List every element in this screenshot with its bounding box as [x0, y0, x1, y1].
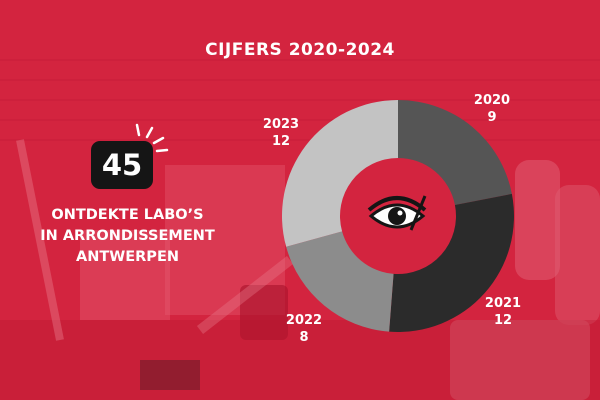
chart-title: CIJFERS 2020-2024 [205, 40, 395, 60]
label-2020: 2020 9 [467, 92, 517, 126]
label-2020-year: 2020 [473, 93, 511, 108]
caption-line-1: ONTDEKTE LABO’S [51, 207, 204, 223]
slice-2020 [398, 100, 512, 205]
label-2023-year: 2023 [262, 117, 300, 132]
eye-icon [367, 195, 427, 231]
label-2021: 2021 12 [478, 295, 528, 329]
stat-caption: ONTDEKTE LABO’S IN ARRONDISSEMENT ANTWER… [30, 205, 225, 268]
label-2022-value: 8 [299, 330, 309, 345]
label-2021-year: 2021 [484, 296, 522, 311]
label-2021-value: 12 [493, 313, 513, 328]
label-2020-value: 9 [487, 110, 497, 125]
label-2023: 2023 12 [256, 116, 306, 150]
slice-2022 [286, 231, 394, 332]
label-2023-value: 12 [271, 134, 291, 149]
caption-line-3: ANTWERPEN [76, 249, 179, 265]
slice-2021 [389, 193, 514, 332]
label-2022: 2022 8 [279, 312, 329, 346]
stat-badge: 45 [91, 141, 153, 189]
label-2022-year: 2022 [285, 313, 323, 328]
slice-2023 [282, 100, 398, 247]
caption-line-2: IN ARRONDISSEMENT [40, 228, 215, 244]
